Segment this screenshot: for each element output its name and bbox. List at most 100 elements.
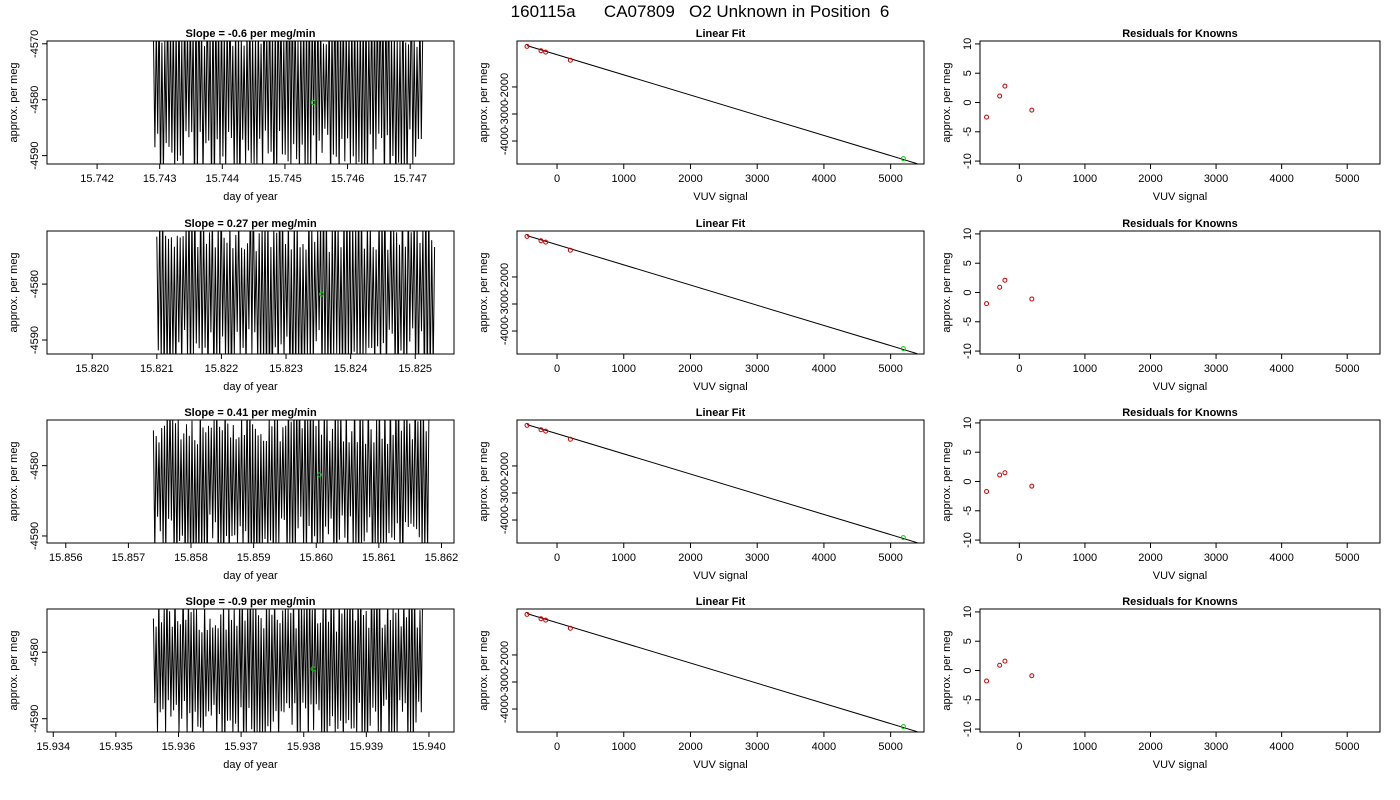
x-tick-label: 1000: [612, 552, 636, 564]
panel-frame: [979, 419, 1381, 544]
known-point: [997, 93, 1003, 99]
unknown-point: [900, 535, 906, 541]
y-tick-label: -4000: [499, 695, 511, 723]
x-tick-label: 0: [554, 741, 560, 753]
y-tick-label: -3000: [499, 290, 511, 318]
x-tick-label: 15.744: [205, 173, 239, 185]
panel-frame: [516, 40, 925, 165]
known-point: [1029, 483, 1035, 489]
panel-frame: [46, 230, 455, 355]
y-axis-label: approx. per meg: [478, 441, 490, 521]
x-axis-label: day of year: [223, 381, 278, 393]
panel-resid-1: Residuals for Knowns 0 1000 2000 3000 4000 500…: [941, 28, 1381, 203]
y-tick-label: -4590: [29, 142, 41, 170]
panel-resid-4: Residuals for Knowns 0 1000 2000 3000 4000 500…: [941, 596, 1381, 771]
plot-area: [152, 420, 430, 543]
known-point: [984, 488, 990, 494]
x-tick-label: 15.857: [112, 552, 146, 564]
x-tick-label: 3000: [745, 363, 769, 375]
known-point: [567, 625, 573, 631]
x-axis-label: VUV signal: [1153, 570, 1207, 582]
x-tick-label: 0: [554, 552, 560, 564]
panel-drift-4: Slope = -0.9 per meg/min 15.934 15.935 15.9…: [8, 596, 455, 771]
y-tick-label: -4580: [29, 638, 41, 666]
panel-frame: [46, 419, 455, 544]
x-tick-label: 3000: [1204, 741, 1228, 753]
x-tick-label: 0: [554, 173, 560, 185]
known-point: [997, 662, 1003, 668]
x-tick-label: 2000: [678, 363, 702, 375]
y-tick-label: 10: [962, 417, 974, 429]
y-tick-label: -3000: [499, 479, 511, 507]
x-tick-label: 4000: [1269, 363, 1293, 375]
y-tick-label: 10: [962, 38, 974, 50]
y-tick-label: 5: [962, 638, 974, 644]
plot-area: [524, 43, 918, 164]
x-tick-label: 15.860: [299, 552, 333, 564]
panel-title: Residuals for Knowns: [1122, 28, 1238, 40]
x-tick-label: 1000: [1073, 363, 1097, 375]
fit-line: [526, 45, 918, 164]
y-tick-label: -4580: [29, 270, 41, 298]
panel-fit-4: Linear Fit 0 1000 2000 3000 4000 5000 -2000-300…: [478, 596, 925, 771]
plot-area: [984, 470, 1035, 494]
x-axis-label: day of year: [223, 191, 278, 203]
y-tick-label: -10: [962, 532, 974, 548]
known-point: [543, 239, 549, 245]
y-tick-label: 0: [962, 289, 974, 295]
x-tick-label: 2000: [678, 741, 702, 753]
panel-title: Linear Fit: [696, 407, 746, 419]
y-axis-label: approx. per meg: [478, 252, 490, 332]
known-point: [1029, 673, 1035, 679]
x-tick-label: 15.745: [268, 173, 302, 185]
panel-frame: [979, 40, 1381, 165]
known-point: [538, 238, 544, 244]
x-tick-label: 1000: [612, 173, 636, 185]
plot-area: [524, 611, 918, 732]
y-tick-label: -10: [962, 343, 974, 359]
plot-area: [153, 41, 424, 164]
y-axis-label: approx. per meg: [941, 62, 953, 142]
x-tick-label: 15.937: [224, 741, 258, 753]
x-tick-label: 1000: [1073, 741, 1097, 753]
x-axis-label: VUV signal: [1153, 381, 1207, 393]
y-tick-label: 0: [962, 478, 974, 484]
panel-title: Slope = 0.27 per meg/min: [184, 218, 317, 230]
x-tick-label: 15.938: [287, 741, 321, 753]
plot-area: [984, 277, 1035, 307]
known-point: [567, 436, 573, 442]
x-tick-label: 4000: [1269, 552, 1293, 564]
y-tick-label: -4590: [29, 326, 41, 354]
x-tick-label: 2000: [678, 552, 702, 564]
x-axis-label: VUV signal: [1153, 191, 1207, 203]
x-tick-label: 5000: [1335, 173, 1359, 185]
panel-frame: [46, 608, 455, 733]
y-tick-label: -3000: [499, 100, 511, 128]
y-tick-label: 10: [962, 228, 974, 240]
x-tick-label: 5000: [1335, 552, 1359, 564]
y-tick-label: -4570: [29, 30, 41, 58]
unknown-marker: [310, 100, 316, 105]
y-axis-label: approx. per meg: [8, 62, 20, 142]
x-tick-label: 3000: [1204, 363, 1228, 375]
x-tick-label: 2000: [1138, 741, 1162, 753]
x-axis-label: VUV signal: [693, 191, 747, 203]
x-tick-label: 15.747: [393, 173, 427, 185]
plot-area: [984, 658, 1035, 684]
unknown-marker: [319, 291, 325, 297]
panel-title: Slope = 0.41 per meg/min: [184, 407, 317, 419]
panel-title: Linear Fit: [696, 218, 746, 230]
x-axis-label: day of year: [223, 570, 278, 582]
drift-trace: [152, 420, 430, 543]
fit-line: [526, 613, 918, 732]
known-point: [1029, 107, 1035, 113]
x-tick-label: 1000: [612, 363, 636, 375]
fit-line: [526, 235, 918, 354]
x-tick-label: 5000: [878, 552, 902, 564]
panel-drift-1: Slope = -0.6 per meg/min 15.742 15.743 15.7…: [8, 28, 455, 203]
unknown-marker: [310, 666, 316, 672]
x-tick-label: 15.940: [412, 741, 446, 753]
panel-frame: [516, 608, 925, 733]
x-tick-label: 0: [1016, 363, 1022, 375]
y-axis-label: approx. per meg: [478, 630, 490, 710]
